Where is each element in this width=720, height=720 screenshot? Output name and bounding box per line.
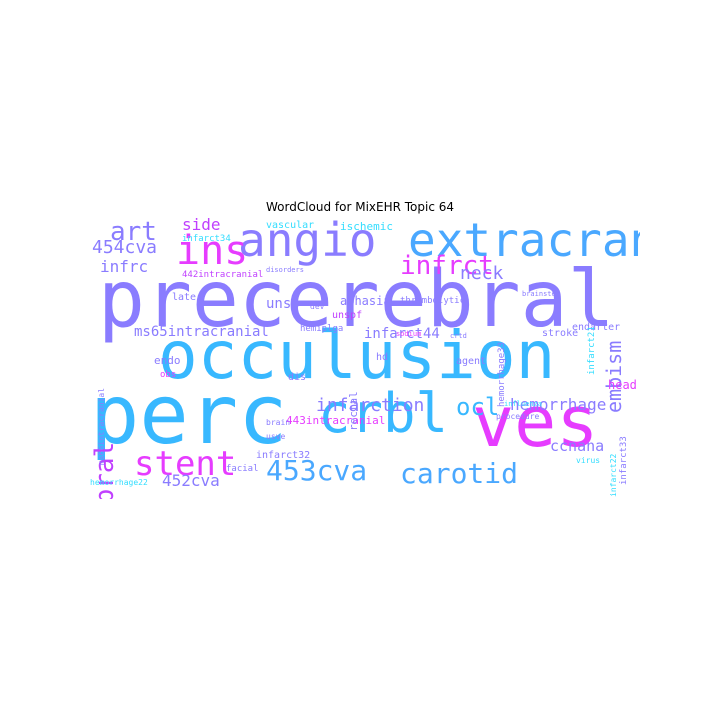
word-453cva: 453cva <box>266 454 368 487</box>
word-neck: neck <box>460 263 504 284</box>
word-aphasia: aphasia <box>340 294 391 308</box>
word-infarct44: infarct44 <box>364 326 440 342</box>
word-443intracranial: 443intracranial <box>286 414 386 427</box>
word-ocl: ocl <box>456 393 500 421</box>
word-precerebral: precerebral <box>98 255 615 345</box>
word-influenza: influenza <box>504 400 542 408</box>
word-facial: facial <box>226 464 259 474</box>
word-occulusion: occulusion <box>158 317 556 394</box>
word-art: art <box>110 217 157 247</box>
word-embism: embism <box>602 340 626 413</box>
word-disorders: disorders <box>266 266 304 274</box>
word-side: side <box>182 215 221 234</box>
word-infrct: infrct <box>400 251 494 281</box>
word-carotid: carotid <box>400 457 519 490</box>
word-agent: agent <box>456 356 487 367</box>
word-ms65intracranial: ms65intracranial <box>134 324 269 340</box>
word-hemorrhage22: hemorrhage22 <box>90 478 148 487</box>
word-dis: dis <box>288 372 307 383</box>
word-stroke: stroke <box>542 328 579 339</box>
word-442intracranial: 442intracranial <box>182 270 264 280</box>
word-stent: stent <box>134 444 237 484</box>
word-infarct33: infarct33 <box>619 436 629 485</box>
word-sodium: sodium <box>396 330 422 338</box>
word-rectal: rectal <box>347 391 360 431</box>
word-angio: angio <box>238 215 377 267</box>
word-hd: hd <box>376 352 389 363</box>
word-endarter: endarter <box>572 322 621 333</box>
word-hemiplga: hemiplga <box>300 324 344 334</box>
word-unspf: unspf <box>332 310 363 321</box>
word-infarction: infarction <box>316 395 425 416</box>
word-454cva: 454cva <box>92 237 158 258</box>
word-ischemic: ischemic <box>340 220 393 233</box>
word-head: head <box>608 378 637 392</box>
word-infarct32: infarct32 <box>256 450 311 461</box>
word-ins: ins <box>176 228 249 274</box>
word-obs: obs <box>160 370 177 380</box>
word-ccnana: ccnana <box>550 437 605 455</box>
word-crtd: crtd <box>450 332 467 340</box>
word-brainstem: brainstem <box>522 290 560 298</box>
word-ves: ves <box>472 381 599 463</box>
word-hemorrhage33: hemorrhage33 <box>497 341 507 407</box>
word-extracran: extracran <box>408 215 640 267</box>
word-thrombolytic: thrombolytic <box>400 296 466 306</box>
word-brain: brain <box>266 418 291 427</box>
word-ms66intracranial: ms66intracranial <box>97 387 106 465</box>
word-dev: dev <box>310 302 325 311</box>
word-unsp: unsp <box>266 296 300 312</box>
word-infrc: infrc <box>100 257 149 276</box>
wordcloud-canvas: precerebral occulusion perc ves crbl extracra… <box>90 215 640 499</box>
word-perc: perc <box>90 368 288 463</box>
word-infarct34: infarct34 <box>182 234 231 244</box>
word-endo: endo <box>154 354 181 367</box>
word-vascular: vascular <box>266 220 315 231</box>
word-hemorrhage: hemorrhage <box>510 395 607 414</box>
word-infarct21: infarct21 <box>587 326 597 375</box>
word-late: late <box>172 292 197 303</box>
word-procedure: procedure <box>496 412 540 421</box>
word-infarct22: infarct22 <box>609 453 618 497</box>
chart-title: WordCloud for MixEHR Topic 64 <box>265 200 455 214</box>
word-crbl: crbl <box>318 382 449 445</box>
word-452cva: 452cva <box>162 471 220 490</box>
word-virus: virus <box>576 456 601 465</box>
word-usve: usve <box>266 432 286 441</box>
